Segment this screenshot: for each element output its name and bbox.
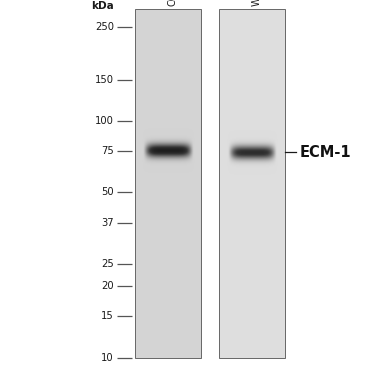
Text: 150: 150 bbox=[95, 75, 114, 85]
Text: 250: 250 bbox=[95, 22, 114, 32]
Bar bbox=[135, 9, 201, 358]
Text: 75: 75 bbox=[101, 146, 114, 156]
Text: ECM-1: ECM-1 bbox=[300, 145, 352, 160]
Text: 37: 37 bbox=[101, 218, 114, 228]
Text: CCD-1070Sk: CCD-1070Sk bbox=[168, 0, 178, 6]
Text: 50: 50 bbox=[101, 188, 114, 198]
Text: 15: 15 bbox=[101, 311, 114, 321]
Text: 25: 25 bbox=[101, 259, 114, 268]
Text: 100: 100 bbox=[95, 116, 114, 126]
Text: 10: 10 bbox=[101, 352, 114, 363]
Bar bbox=[219, 9, 285, 358]
Text: 20: 20 bbox=[101, 282, 114, 291]
Text: kDa: kDa bbox=[91, 1, 114, 11]
Text: WS-1: WS-1 bbox=[252, 0, 262, 6]
